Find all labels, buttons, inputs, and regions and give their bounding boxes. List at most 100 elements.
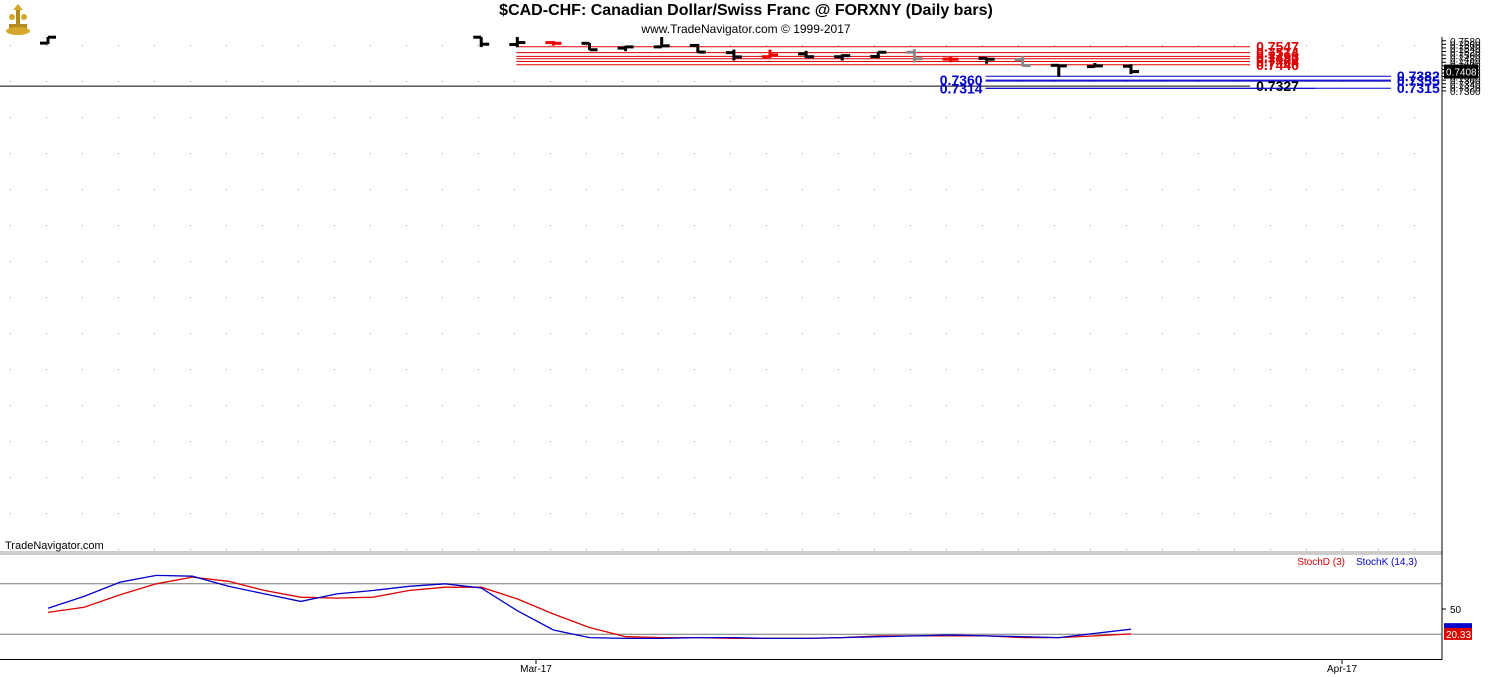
grid-dot — [982, 477, 983, 478]
grid-dot — [766, 333, 767, 334]
grid-dot — [982, 405, 983, 406]
grid-dot — [226, 297, 227, 298]
grid-dot — [1378, 549, 1379, 550]
grid-dot — [874, 153, 875, 154]
grid-dot — [910, 477, 911, 478]
grid-dot — [1126, 369, 1127, 370]
grid-dot — [694, 477, 695, 478]
grid-dot — [586, 549, 587, 550]
grid-dot — [946, 189, 947, 190]
grid-dot — [1162, 369, 1163, 370]
grid-dot — [946, 225, 947, 226]
grid-dot — [442, 225, 443, 226]
grid-dot — [514, 441, 515, 442]
grid-dot — [694, 441, 695, 442]
grid-dot — [1090, 225, 1091, 226]
grid-dot — [46, 549, 47, 550]
grid-dot — [1306, 45, 1307, 46]
grid-dot — [766, 225, 767, 226]
price-pane-bg — [0, 37, 1442, 551]
grid-dot — [1378, 477, 1379, 478]
grid-dot — [658, 549, 659, 550]
grid-dot — [118, 477, 119, 478]
grid-dot — [514, 405, 515, 406]
grid-dot — [874, 369, 875, 370]
grid-dot — [46, 81, 47, 82]
ohlc-bar — [762, 49, 778, 59]
grid-dot — [1018, 369, 1019, 370]
price-tick-label: 0.7460 — [1450, 58, 1481, 69]
grid-dot — [1414, 513, 1415, 514]
grid-dot — [226, 333, 227, 334]
grid-dot — [1306, 513, 1307, 514]
grid-dot — [838, 477, 839, 478]
grid-dot — [190, 153, 191, 154]
grid-dot — [1090, 333, 1091, 334]
grid-dot — [1270, 189, 1271, 190]
grid-dot — [910, 441, 911, 442]
grid-dot — [1342, 117, 1343, 118]
grid-dot — [550, 405, 551, 406]
grid-dot — [406, 405, 407, 406]
grid-dot — [406, 225, 407, 226]
grid-dot — [1198, 333, 1199, 334]
grid-dot — [1018, 441, 1019, 442]
grid-dot — [442, 261, 443, 262]
grid-dot — [514, 513, 515, 514]
grid-dot — [730, 153, 731, 154]
ohlc-bar — [1014, 56, 1031, 67]
grid-dot — [334, 225, 335, 226]
grid-dot — [1198, 297, 1199, 298]
grid-dot — [874, 405, 875, 406]
grid-dot — [334, 549, 335, 550]
grid-dot — [622, 117, 623, 118]
grid-dot — [586, 441, 587, 442]
grid-dot — [370, 297, 371, 298]
grid-dot — [1378, 369, 1379, 370]
grid-dot — [298, 477, 299, 478]
grid-dot — [550, 81, 551, 82]
grid-dot — [694, 189, 695, 190]
price-tick-label: 0.7300 — [1450, 87, 1481, 98]
grid-dot — [298, 45, 299, 46]
grid-dot — [586, 369, 587, 370]
grid-dot — [1162, 117, 1163, 118]
grid-dot — [442, 117, 443, 118]
grid-dot — [586, 513, 587, 514]
level-label: 0.7480 — [1256, 51, 1299, 67]
grid-dot — [1162, 477, 1163, 478]
grid-dot — [406, 81, 407, 82]
level-label: 0.7355 — [1397, 73, 1440, 89]
grid-dot — [10, 369, 11, 370]
grid-dot — [1018, 333, 1019, 334]
grid-dot — [1198, 369, 1199, 370]
grid-dot — [1342, 189, 1343, 190]
legend-stochd: StochD (3) — [1297, 557, 1345, 568]
grid-dot — [622, 369, 623, 370]
grid-dot — [442, 333, 443, 334]
grid-dot — [1306, 369, 1307, 370]
ohlc-bar — [689, 43, 706, 54]
grid-dot — [478, 369, 479, 370]
grid-dot — [298, 441, 299, 442]
grid-dot — [1018, 117, 1019, 118]
grid-dot — [1234, 513, 1235, 514]
grid-dot — [1270, 405, 1271, 406]
grid-dot — [1306, 441, 1307, 442]
grid-dot — [370, 81, 371, 82]
grid-dot — [838, 513, 839, 514]
grid-dot — [1018, 225, 1019, 226]
grid-dot — [586, 477, 587, 478]
price-tick-label: 0.7480 — [1450, 55, 1481, 66]
grid-dot — [442, 405, 443, 406]
grid-dot — [442, 81, 443, 82]
grid-dot — [334, 45, 335, 46]
grid-dot — [262, 549, 263, 550]
price-tick-label: 0.7500 — [1450, 51, 1481, 62]
grid-dot — [154, 153, 155, 154]
grid-dot — [1126, 117, 1127, 118]
grid-dot — [694, 117, 695, 118]
grid-dot — [1090, 405, 1091, 406]
grid-dot — [46, 405, 47, 406]
